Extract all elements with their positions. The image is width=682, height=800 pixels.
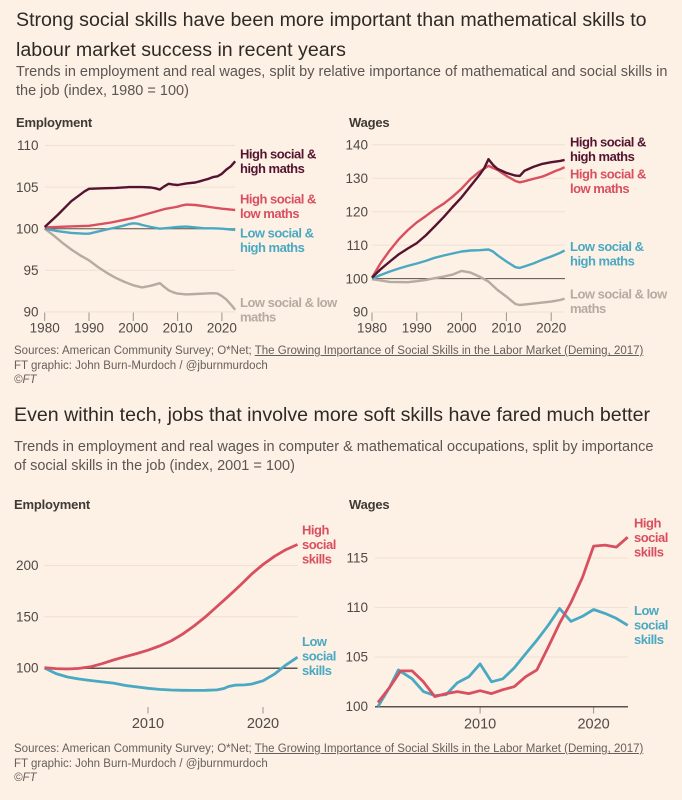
svg-text:1980: 1980: [357, 321, 387, 336]
svg-text:100: 100: [16, 221, 39, 236]
svg-text:High: High: [302, 523, 329, 538]
svg-text:low maths: low maths: [240, 206, 299, 221]
svg-text:105: 105: [16, 180, 39, 195]
svg-text:skills: skills: [302, 663, 332, 678]
svg-text:social: social: [302, 649, 336, 664]
svg-text:2010: 2010: [464, 717, 496, 733]
svg-text:150: 150: [16, 610, 39, 625]
svg-text:140: 140: [345, 138, 368, 153]
svg-text:high maths: high maths: [240, 161, 305, 176]
svg-text:Low social & low: Low social & low: [570, 287, 668, 302]
svg-text:high maths: high maths: [570, 254, 635, 269]
svg-text:100: 100: [16, 661, 39, 676]
svg-text:skills: skills: [634, 632, 664, 647]
svg-text:high maths: high maths: [240, 240, 305, 255]
svg-text:Low social & low: Low social & low: [240, 295, 338, 310]
svg-text:Low social &: Low social &: [240, 226, 314, 241]
svg-text:High social &: High social &: [240, 192, 316, 207]
svg-text:90: 90: [353, 305, 368, 320]
svg-text:100: 100: [345, 699, 368, 714]
svg-text:110: 110: [17, 138, 39, 153]
svg-text:social: social: [634, 530, 668, 545]
svg-text:110: 110: [346, 238, 368, 253]
svg-text:social: social: [634, 618, 668, 633]
svg-text:200: 200: [16, 558, 39, 573]
svg-text:High social &: High social &: [240, 147, 316, 162]
svg-text:maths: maths: [570, 301, 606, 316]
svg-text:skills: skills: [634, 545, 664, 560]
svg-text:2020: 2020: [577, 717, 609, 733]
svg-text:High social &: High social &: [570, 135, 646, 150]
svg-text:2010: 2010: [491, 321, 521, 336]
svg-text:skills: skills: [302, 552, 332, 567]
svg-text:90: 90: [23, 305, 38, 320]
svg-text:110: 110: [346, 600, 368, 615]
svg-text:100: 100: [345, 271, 368, 286]
svg-text:2010: 2010: [132, 716, 164, 732]
svg-text:105: 105: [345, 650, 368, 665]
svg-text:Low: Low: [634, 603, 660, 618]
svg-text:95: 95: [23, 263, 38, 278]
svg-text:Low social &: Low social &: [570, 239, 644, 254]
svg-text:2020: 2020: [536, 321, 566, 336]
svg-text:1990: 1990: [402, 321, 432, 336]
svg-text:2020: 2020: [207, 321, 237, 336]
svg-text:1990: 1990: [74, 321, 104, 336]
svg-text:1980: 1980: [30, 321, 60, 336]
svg-text:maths: maths: [240, 310, 276, 325]
svg-text:2010: 2010: [163, 321, 193, 336]
svg-text:social: social: [302, 537, 336, 552]
svg-text:115: 115: [346, 551, 368, 566]
svg-text:High social &: High social &: [570, 167, 646, 182]
svg-text:Low: Low: [302, 634, 328, 649]
svg-text:high maths: high maths: [570, 149, 635, 164]
svg-text:2000: 2000: [447, 321, 477, 336]
svg-text:130: 130: [345, 171, 368, 186]
svg-text:low maths: low maths: [570, 181, 629, 196]
svg-text:2000: 2000: [118, 321, 148, 336]
svg-text:120: 120: [345, 204, 368, 219]
svg-text:High: High: [634, 516, 661, 531]
svg-text:2020: 2020: [247, 716, 279, 732]
